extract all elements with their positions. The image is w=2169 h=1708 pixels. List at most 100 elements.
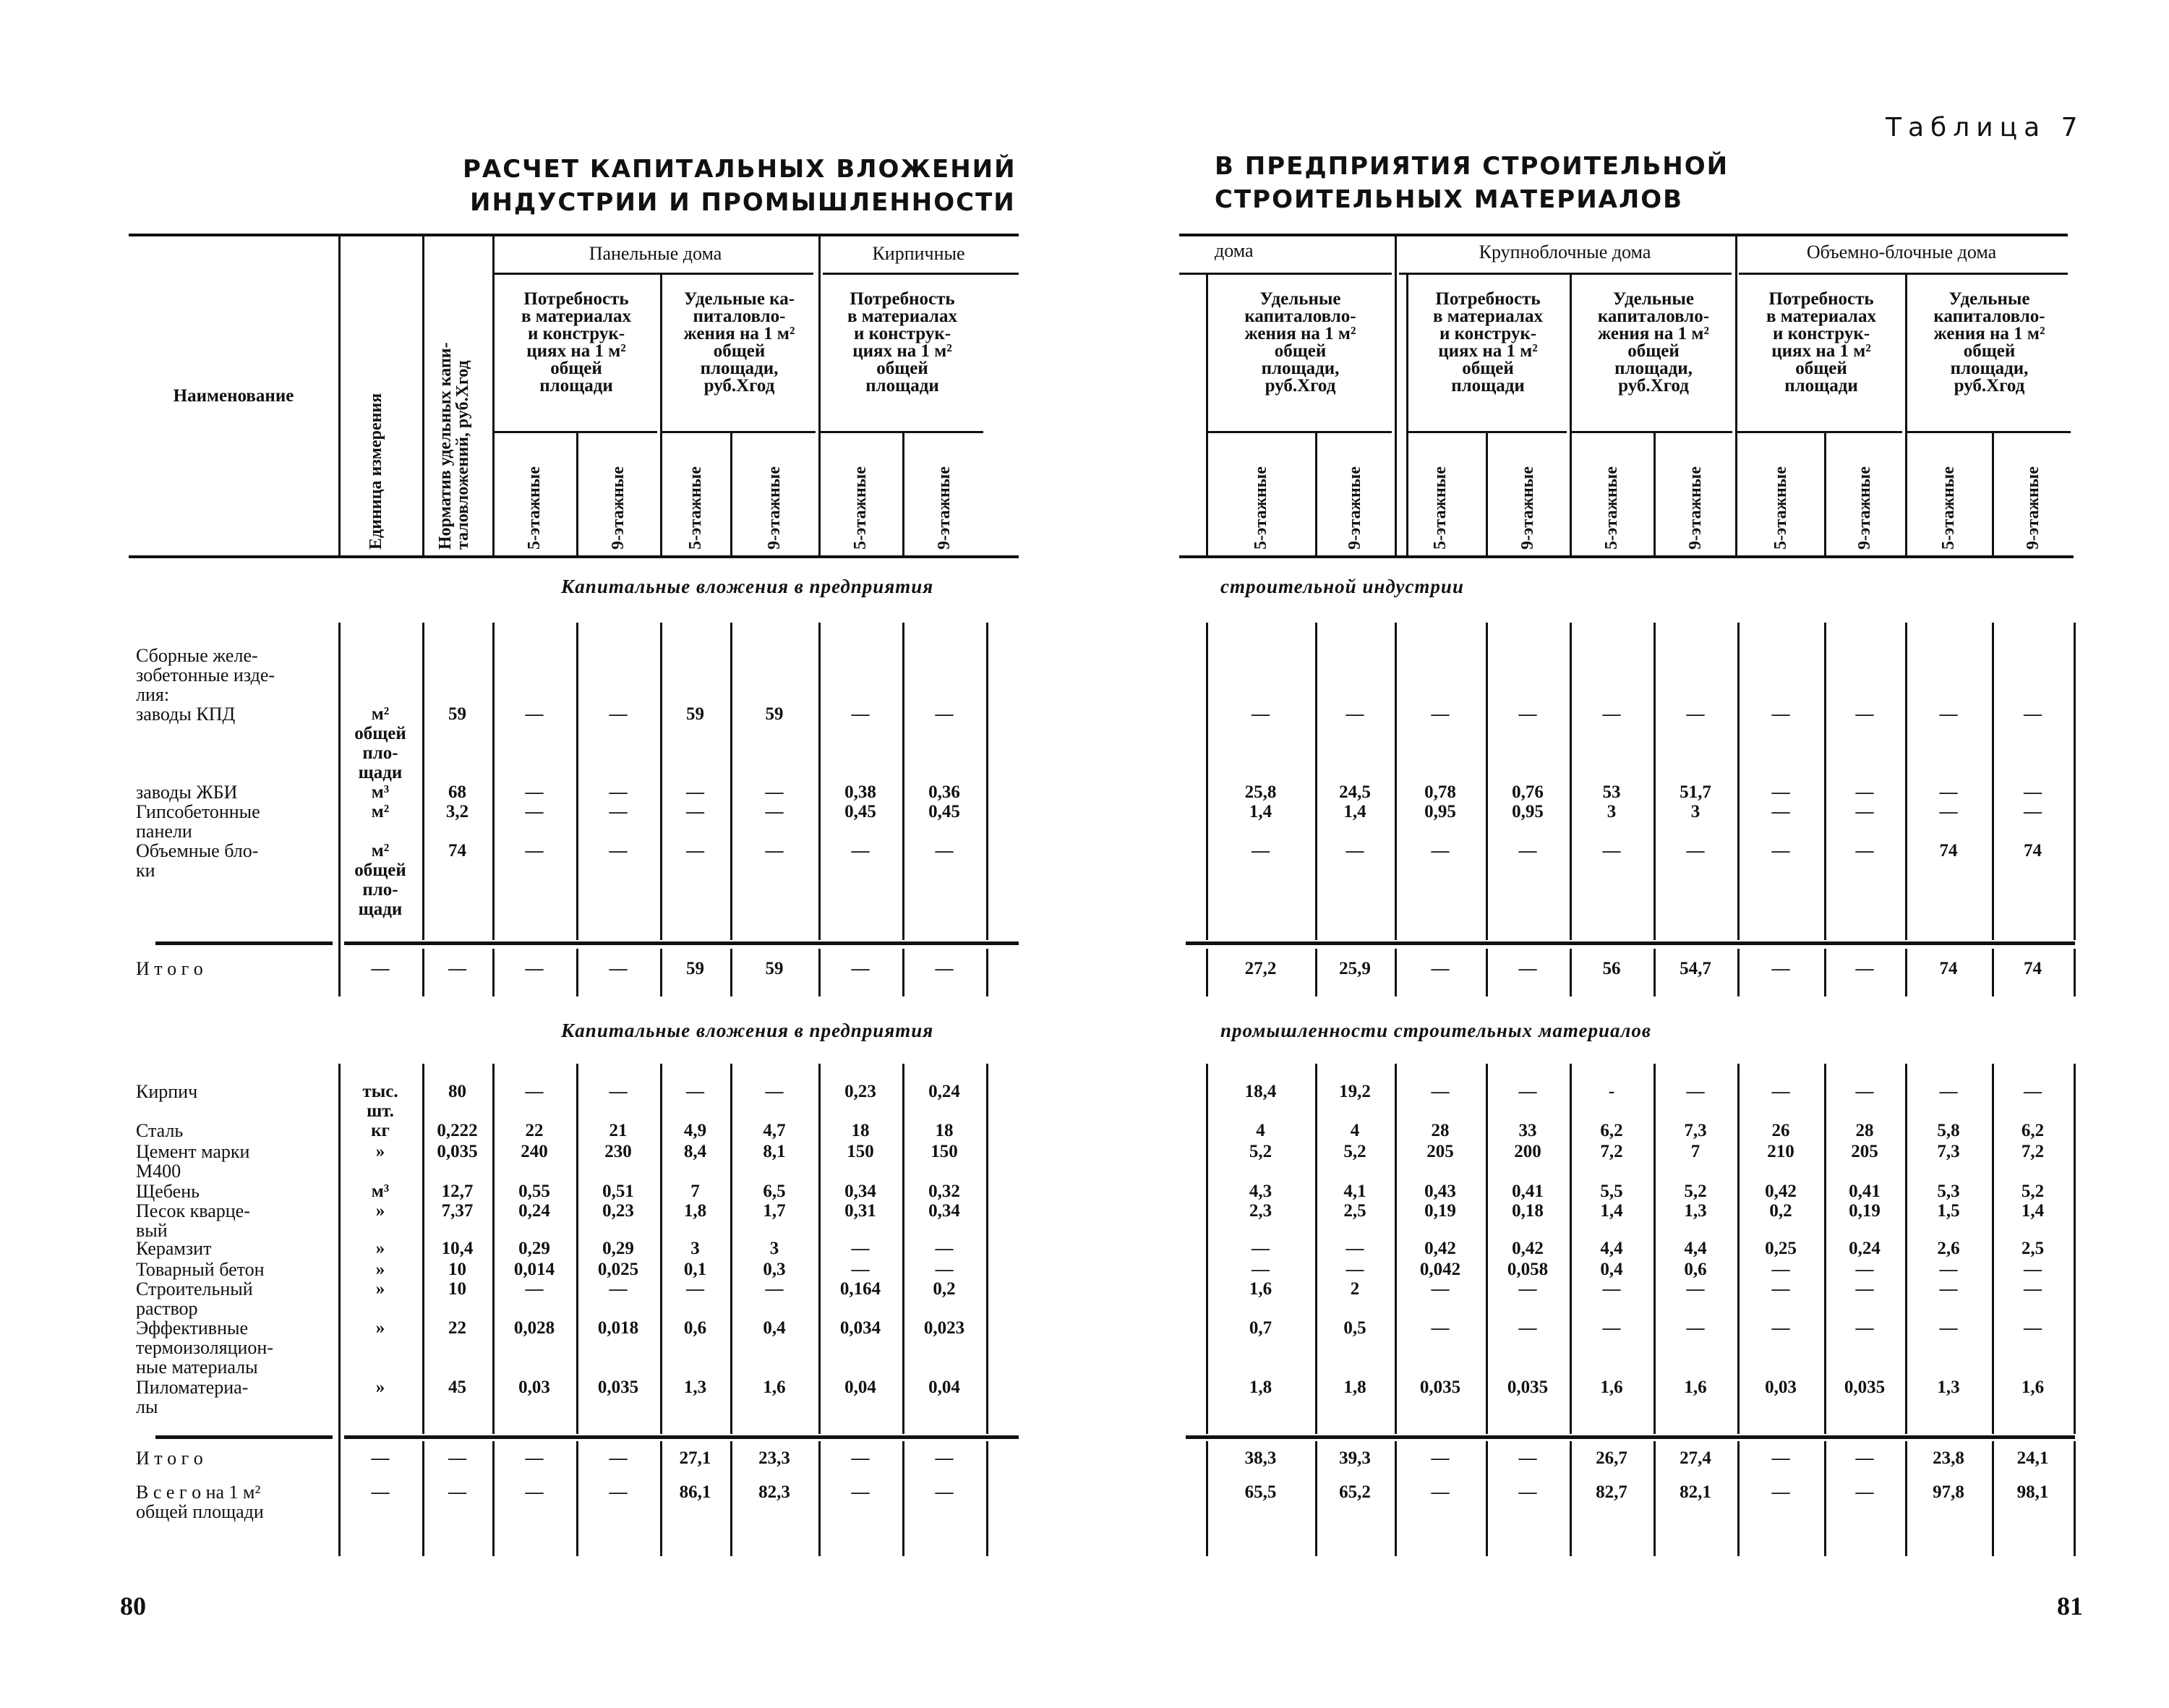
table-row-cell: 0,45 <box>928 802 960 821</box>
table-row-cell: 6,2 <box>2021 1121 2045 1140</box>
table-row-cell: 0,042 <box>1419 1260 1461 1279</box>
column-line <box>1206 949 1208 996</box>
total-row-cell: — <box>1431 1448 1450 1468</box>
column-line <box>1406 273 1408 555</box>
table-row-cell: 12,7 <box>441 1182 474 1201</box>
table-row-unit: м³ <box>371 1182 390 1201</box>
table-row-name: Цемент марки М400 <box>136 1141 250 1182</box>
table-row-cell: 0,41 <box>1512 1182 1544 1201</box>
rule-line <box>1186 941 2075 945</box>
column-line <box>1315 1064 1317 1434</box>
table-row-cell: — <box>1346 841 1364 861</box>
table-row-cell: 28 <box>1855 1121 1874 1140</box>
column-line <box>1905 273 1907 555</box>
total-row-cell: — <box>935 1448 954 1468</box>
table-row-cell: — <box>1771 1318 1790 1338</box>
table-row-cell: 150 <box>847 1142 874 1161</box>
table-row-cell: 24,5 <box>1339 782 1371 802</box>
column-line <box>1905 1441 1907 1556</box>
rule-line <box>1206 431 1392 433</box>
table-row-cell: 18,4 <box>1244 1082 1277 1101</box>
column-line <box>1992 949 1994 996</box>
table-row-cell: — <box>525 802 544 821</box>
column-line <box>1992 623 1994 940</box>
table-row-cell: — <box>525 1279 544 1299</box>
table-row-cell: 5,2 <box>1343 1142 1366 1161</box>
table-row-cell: 2,3 <box>1249 1201 1272 1221</box>
table-row-cell: 10 <box>448 1279 466 1299</box>
table-row-cell: — <box>1602 1279 1621 1299</box>
table-row-cell: 3 <box>690 1239 700 1258</box>
table-row-cell: — <box>1939 1260 1958 1279</box>
table-row-cell: — <box>1939 1318 1958 1338</box>
table-row-cell: 0,32 <box>928 1182 960 1201</box>
total-row-cell: 56 <box>1602 959 1621 978</box>
table-row-cell: — <box>1252 841 1270 861</box>
rule-line <box>1905 431 2071 433</box>
rule-line <box>1739 273 2068 275</box>
table-row-cell: 7,3 <box>1684 1121 1707 1140</box>
total-row-cell: — <box>448 1482 466 1502</box>
table-row-cell: — <box>686 841 704 861</box>
column-line <box>1570 1064 1572 1434</box>
table-row-name: Сборные желе- зобетонные изде- лия: <box>136 645 275 705</box>
table-row-cell: 150 <box>931 1142 958 1161</box>
table-row-cell: — <box>1431 1082 1450 1101</box>
table-row-unit: » <box>375 1142 385 1161</box>
column-line <box>1824 1064 1826 1434</box>
table-row-cell: 0,76 <box>1512 782 1544 802</box>
header-floors-9: 9-этажные <box>1855 466 1874 550</box>
total-row-cell: — <box>525 959 544 978</box>
table-row-cell: 0,23 <box>602 1201 634 1221</box>
group-brick-houses-cont: дома <box>1215 240 1254 261</box>
column-line <box>2074 949 2076 996</box>
table-row-cell: — <box>1518 841 1537 861</box>
table-row-cell: 1,3 <box>683 1378 707 1397</box>
subheader-specific_right: Удельные капиталовло- жения на 1 м² обще… <box>1933 289 2045 396</box>
table-row-cell: 1,3 <box>1684 1201 1707 1221</box>
table-row-unit: кг <box>371 1121 390 1140</box>
table-row-name: заводы ЖБИ <box>136 782 238 803</box>
column-line <box>660 949 662 996</box>
column-line <box>1824 1441 1826 1556</box>
table-row-cell: 230 <box>604 1142 632 1161</box>
column-line <box>986 623 988 940</box>
subheader-specific_right: Удельные капиталовло- жения на 1 м² обще… <box>1244 289 1356 396</box>
table-row-cell: — <box>2024 782 2042 802</box>
column-line <box>1206 1441 1208 1556</box>
table-row-cell: 0,42 <box>1512 1239 1544 1258</box>
table-row-cell: — <box>1518 1279 1537 1299</box>
table-row-cell: 4,1 <box>1343 1182 1366 1201</box>
total-row-cell: — <box>1431 959 1450 978</box>
table-row-cell: — <box>686 802 704 821</box>
table-row-cell: 10 <box>448 1260 466 1279</box>
total-row-cell: 27,2 <box>1244 959 1277 978</box>
table-row-cell: — <box>1686 704 1705 724</box>
table-row-name: Объемные бло- ки <box>136 840 259 881</box>
table-row-cell: — <box>1855 841 1874 861</box>
table-row-name: заводы КПД <box>136 704 236 725</box>
column-line <box>818 1441 821 1556</box>
table-row-cell: 7,3 <box>1937 1142 1960 1161</box>
table-row-unit: » <box>375 1318 385 1338</box>
table-row-cell: — <box>1855 1279 1874 1299</box>
table-row-cell: 0,6 <box>1684 1260 1707 1279</box>
column-line <box>660 273 662 555</box>
column-line <box>576 949 578 996</box>
table-row-cell: 3 <box>769 1239 779 1258</box>
column-line <box>492 234 495 555</box>
column-line <box>1486 949 1488 996</box>
table-row-cell: 5,2 <box>2021 1182 2045 1201</box>
total-row-cell: — <box>1771 1482 1790 1502</box>
table-row-cell: — <box>1939 782 1958 802</box>
table-row-cell: — <box>765 782 784 802</box>
table-row-cell: — <box>1686 1279 1705 1299</box>
table-row-cell: 0,51 <box>602 1182 634 1201</box>
table-row-cell: 0,2 <box>933 1279 956 1299</box>
table-row-cell: 0,03 <box>1765 1378 1797 1397</box>
column-line <box>1315 431 1317 555</box>
table-row-cell: 0,45 <box>844 802 876 821</box>
column-line <box>576 1064 578 1434</box>
column-line <box>902 623 904 940</box>
table-row-cell: — <box>1346 1239 1364 1258</box>
